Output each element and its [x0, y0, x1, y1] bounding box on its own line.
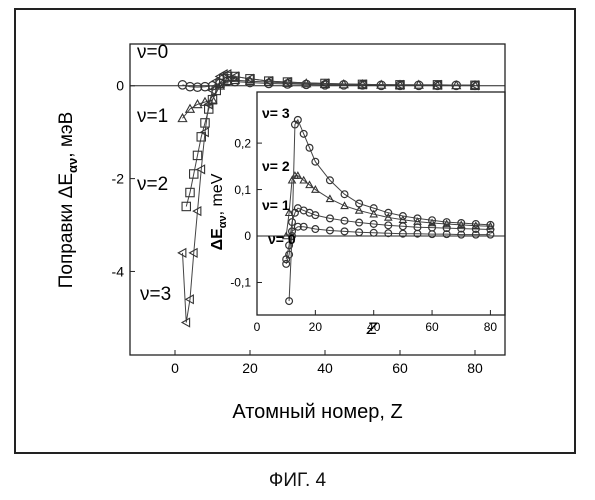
inset-series-label-1: ν= 1	[262, 197, 290, 213]
inset-xtick-label-1: 20	[309, 320, 323, 334]
main-y-axis-label: Поправки ΔEαν, мэВ	[56, 112, 80, 289]
inset-ytick-label-3: -0,1	[230, 276, 251, 290]
inset-xtick-label-3: 60	[425, 320, 439, 334]
inset-y-axis-label-main: ΔE	[209, 228, 226, 251]
inset-y-axis-label-unit: , meV	[209, 173, 226, 215]
main-ytick-label-2: -4	[112, 263, 125, 279]
main-y-axis-label-sub: αν	[65, 158, 80, 173]
main-xtick-label-1: 20	[242, 360, 258, 376]
inset-axes-box	[257, 92, 505, 315]
main-ytick-label-0: 0	[116, 78, 124, 94]
inset-series-label-2: ν= 2	[262, 158, 290, 174]
inset-series-line-2	[286, 176, 490, 236]
main-ytick-label-1: -2	[112, 171, 125, 187]
inset-ytick-label-1: 0,1	[234, 183, 251, 197]
inset-xtick-label-0: 0	[254, 320, 261, 334]
inset-y-axis-label-sub: αν	[217, 215, 229, 228]
main-y-axis-label-unit: , мэВ	[56, 112, 77, 158]
main-axes-box	[130, 44, 505, 355]
inset-ytick-label-2: 0	[244, 229, 251, 243]
main-point-3-0	[178, 249, 186, 257]
figure-caption: ФИГ. 4	[0, 470, 595, 492]
inset-series-label-0: ν= 0	[268, 231, 296, 247]
inset-ytick-label-0: 0,2	[234, 136, 251, 150]
main-y-axis-label-main: Поправки ΔE	[56, 173, 77, 288]
main-series-line-2	[186, 76, 475, 206]
inset-xtick-label-4: 80	[484, 320, 498, 334]
main-xtick-label-0: 0	[171, 360, 179, 376]
main-series-label-2: ν=2	[137, 174, 168, 195]
inset-series-label-3: ν= 3	[262, 105, 290, 121]
main-xtick-label-4: 80	[467, 360, 483, 376]
main-series-label-1: ν=1	[137, 106, 168, 127]
inset-x-axis-label: Z	[366, 319, 378, 338]
main-x-axis-label: Атомный номер, Z	[232, 401, 402, 423]
inset-group: 0204060800,20,10-0,1	[230, 92, 505, 334]
inset-y-axis-label: ΔEαν, meV	[209, 173, 229, 250]
main-series-label-0: ν=0	[137, 42, 168, 63]
main-series-label-3: ν=3	[140, 284, 171, 305]
main-xtick-label-3: 60	[392, 360, 408, 376]
main-xtick-label-2: 40	[317, 360, 333, 376]
inset-series-line-3	[289, 120, 490, 301]
